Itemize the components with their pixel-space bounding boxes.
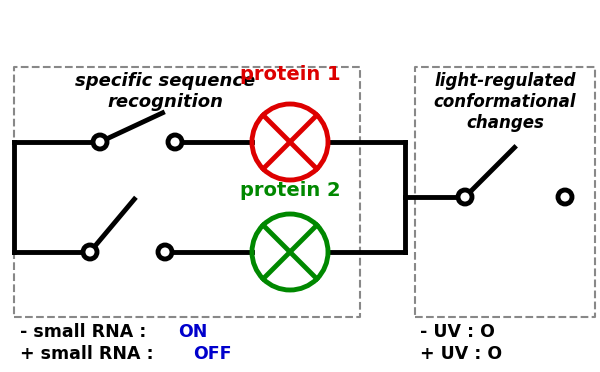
- Text: protein 2: protein 2: [239, 181, 340, 200]
- Circle shape: [93, 135, 107, 149]
- Text: protein 1: protein 1: [239, 65, 340, 84]
- Text: specific sequence
recognition: specific sequence recognition: [75, 72, 255, 111]
- Text: ON: ON: [178, 323, 208, 341]
- Circle shape: [83, 245, 97, 259]
- Circle shape: [558, 190, 572, 204]
- Text: OFF: OFF: [193, 345, 232, 363]
- Text: - small RNA :: - small RNA :: [20, 323, 152, 341]
- Circle shape: [458, 190, 472, 204]
- Text: + small RNA :: + small RNA :: [20, 345, 160, 363]
- Circle shape: [168, 135, 182, 149]
- Text: light-regulated
conformational
changes: light-regulated conformational changes: [434, 72, 577, 132]
- Text: + UV : O: + UV : O: [420, 345, 502, 363]
- Circle shape: [158, 245, 172, 259]
- Text: - UV : O: - UV : O: [420, 323, 495, 341]
